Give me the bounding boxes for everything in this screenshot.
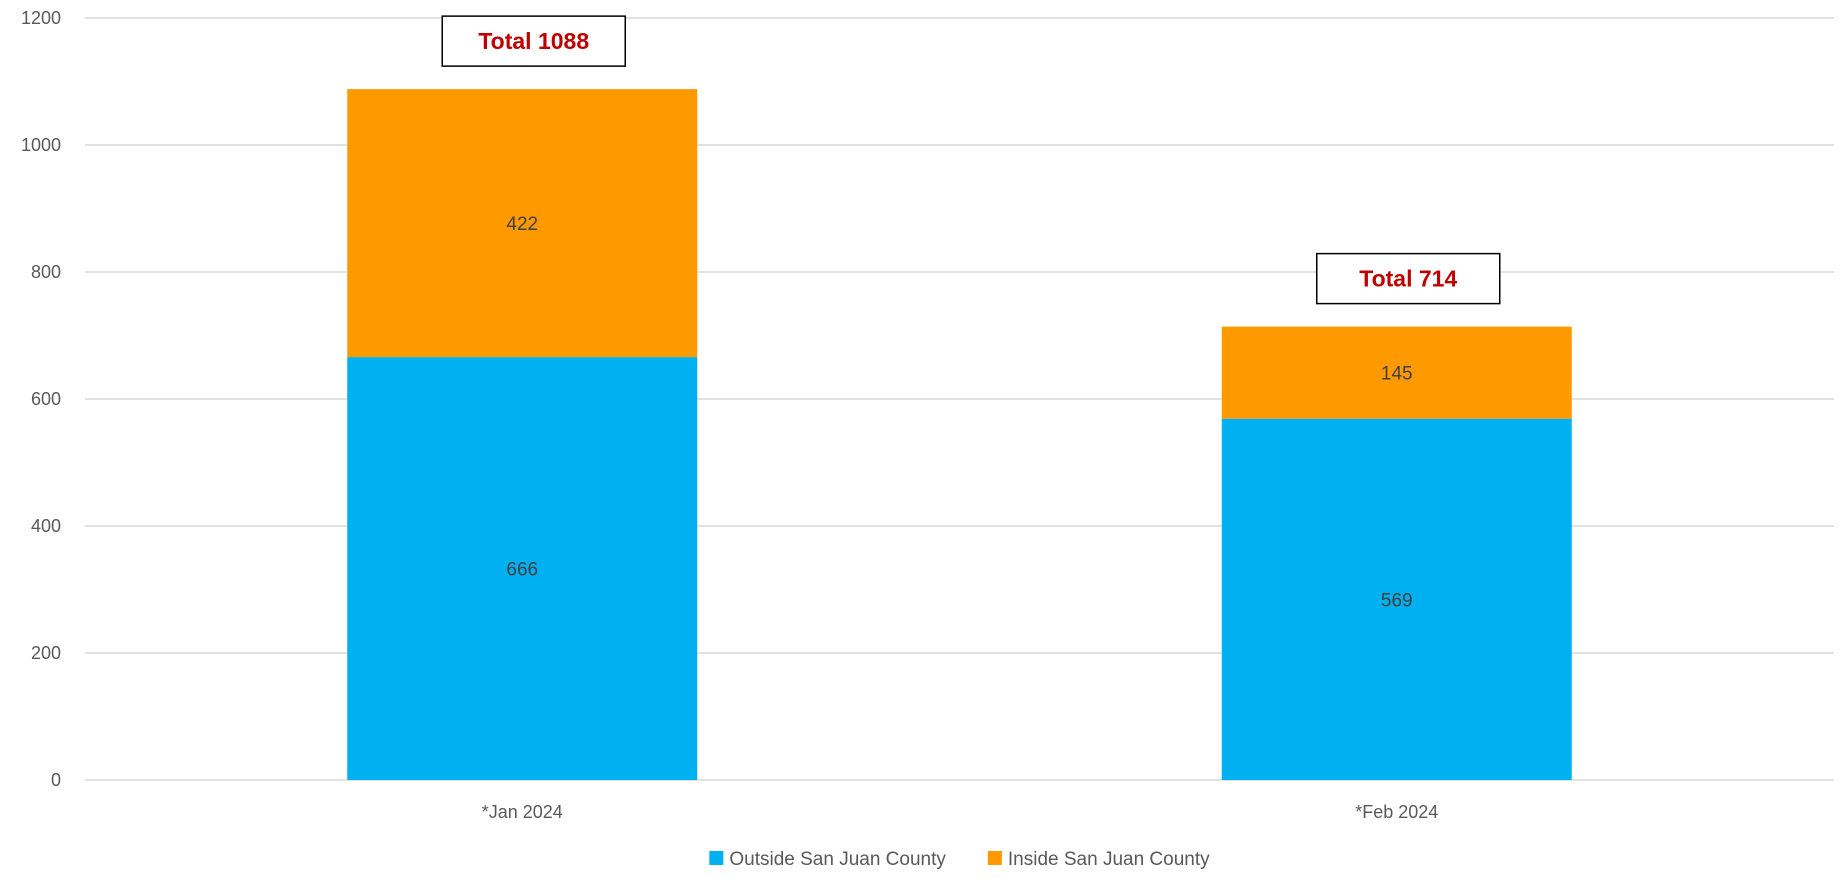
y-tick-label: 200 (31, 643, 61, 663)
bar-segment (347, 357, 698, 780)
legend-entry: Inside San Juan County (987, 849, 1210, 870)
bar-segment (347, 89, 698, 358)
y-tick-label: 0 (51, 770, 61, 790)
legend-swatch (709, 851, 724, 865)
legend-swatch (987, 851, 1002, 865)
total-callout-box (1316, 252, 1501, 305)
y-tick-label: 600 (31, 389, 61, 409)
total-label: Total 1088 (478, 28, 589, 54)
y-tick-label: 1000 (21, 135, 61, 155)
total-callout-box (441, 15, 626, 67)
legend-label: Inside San Juan County (1008, 849, 1210, 870)
legend-entry: Outside San Juan County (709, 849, 946, 870)
data-label: 145 (1381, 364, 1413, 385)
total-label: Total 714 (1359, 266, 1457, 292)
legend: Outside San Juan County Inside San Juan C… (709, 849, 1210, 870)
y-tick-label: 800 (31, 262, 61, 282)
bar-segment (1221, 326, 1572, 419)
x-category-label: *Feb 2024 (1355, 802, 1438, 822)
data-label: 569 (1381, 590, 1413, 611)
bar-segment (1221, 418, 1572, 780)
data-label: 666 (506, 560, 538, 581)
data-label: 422 (506, 214, 538, 235)
y-tick-label: 400 (31, 516, 61, 536)
y-axis: 0 200 400 600 800 1000 1200 (21, 8, 61, 790)
bars: 666 422 Total 1088 569 145 Total 714 (347, 15, 1572, 780)
y-tick-label: 1200 (21, 8, 61, 28)
legend-label: Outside San Juan County (729, 849, 946, 870)
x-axis: *Jan 2024 *Feb 2024 (482, 802, 1439, 822)
x-category-label: *Jan 2024 (482, 802, 563, 822)
